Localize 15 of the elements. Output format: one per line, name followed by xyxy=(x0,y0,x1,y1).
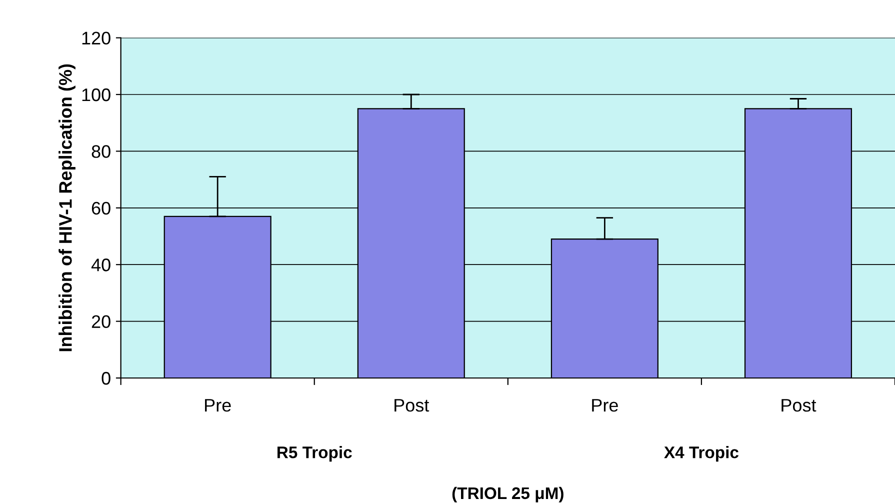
y-tick-label: 60 xyxy=(92,202,110,215)
y-tick-label: 120 xyxy=(82,32,110,45)
y-tick-label: 100 xyxy=(82,88,110,102)
y-axis-title: Inhibition of HIV-1 Replication (%) xyxy=(58,64,76,352)
x-tick-label: Pre xyxy=(592,399,618,412)
y-tick-label: 80 xyxy=(92,145,110,158)
y-tick-label: 0 xyxy=(102,372,110,385)
x-tick-label: Pre xyxy=(205,399,231,412)
y-tick-label: 20 xyxy=(92,315,110,328)
text: R5 Tropic xyxy=(278,446,352,462)
x-tick-label: Post xyxy=(782,399,816,412)
text: X4 Tropic xyxy=(664,446,738,462)
x-tick-label: Post xyxy=(394,399,430,412)
y-tick-label: 40 xyxy=(91,258,110,272)
x-axis-title: (TRIOL 25 μM) xyxy=(452,486,564,502)
